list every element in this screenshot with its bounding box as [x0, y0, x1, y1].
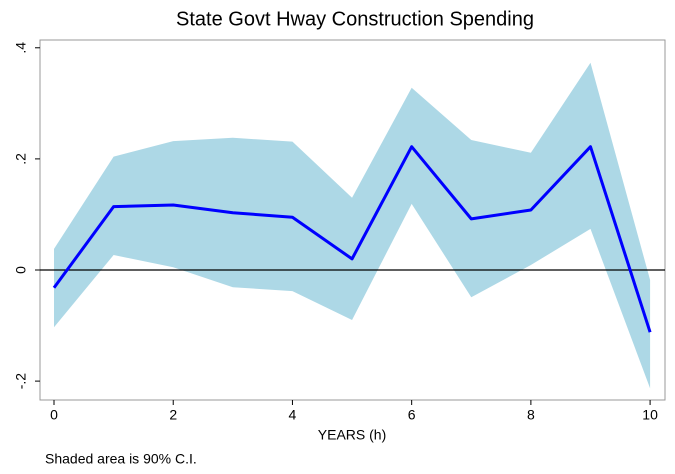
- y-tick-label: 0: [13, 266, 29, 274]
- x-axis-label: YEARS (h): [318, 427, 386, 443]
- x-tick-label: 0: [50, 407, 58, 423]
- y-tick-label: -.2: [13, 373, 29, 390]
- plot-frame: [39, 39, 666, 401]
- x-tick-label: 6: [408, 407, 416, 423]
- chart-title: State Govt Hway Construction Spending: [176, 8, 534, 30]
- x-tick-label: 2: [169, 407, 177, 423]
- x-tick-label: 8: [527, 407, 535, 423]
- confidence-band: [54, 62, 651, 389]
- y-tick-label: .4: [13, 42, 29, 54]
- note: Shaded area is 90% C.I.: [45, 451, 197, 467]
- y-tick-label: .2: [13, 153, 29, 165]
- line: [52, 145, 652, 333]
- x-tick-label: 4: [289, 407, 297, 423]
- x-tick-label: 10: [642, 407, 658, 423]
